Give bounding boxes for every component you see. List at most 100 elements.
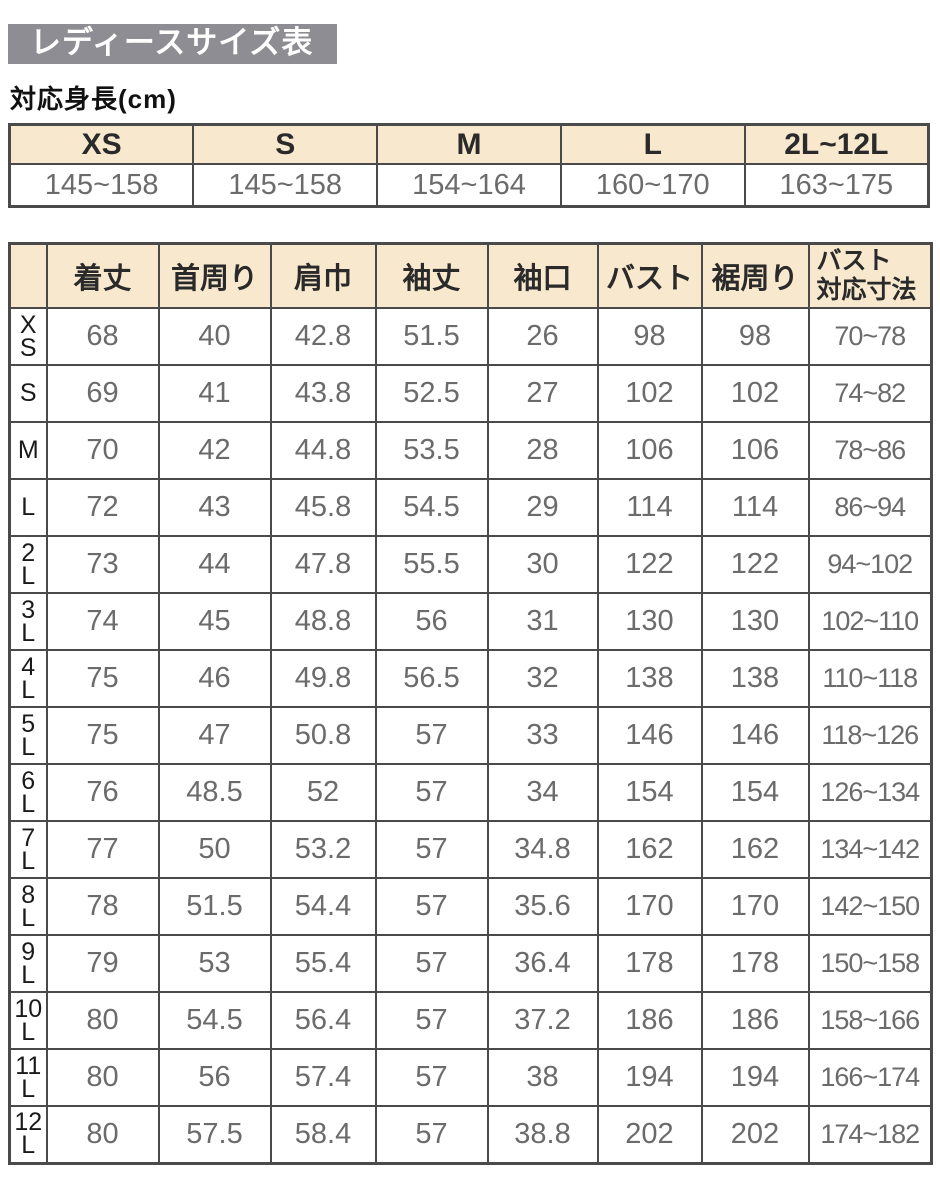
measurements-table: 着丈 首周り 肩巾 袖丈 袖口 バスト 裾周り バスト 対応寸法 X S 68 40 42.8 51.5 2… [8,242,933,1165]
table-row: 7 L 77 50 53.2 57 34.8 162 162 134~142 [8,820,933,879]
size-label-line: 2 [21,538,36,567]
measurement-cell: 28 [486,421,599,480]
size-label-line: L [21,903,36,932]
size-label-line: 5 [21,709,36,738]
measurement-cell: 33 [486,706,599,765]
measurement-cell: 34.8 [486,820,599,879]
measurement-cell: 56.4 [269,991,377,1050]
size-label-line: L [21,789,36,818]
size-label-line: L [21,846,36,875]
measurement-col-header: 裾周り [700,242,810,309]
measurement-cell: 56 [157,1048,272,1107]
header-line: 対応寸法 [816,276,917,304]
measurement-cell: 32 [486,649,599,708]
measurement-cell: 150~158 [807,934,933,993]
measurement-cell: 186 [596,991,703,1050]
row-size-label: 11 L [8,1048,48,1107]
measurement-cell: 46 [157,649,272,708]
measurement-cell: 122 [596,535,703,594]
measurement-cell: 38 [486,1048,599,1107]
measurement-cell: 50.8 [269,706,377,765]
measurement-cell: 56 [374,592,489,651]
page-title: レディースサイズ表 [8,24,338,64]
table-row: 10 L 80 54.5 56.4 57 37.2 186 186 158~166 [8,991,933,1050]
measurement-cell: 30 [486,535,599,594]
measurement-cell: 162 [700,820,810,879]
measurement-cell: 43.8 [269,364,377,423]
measurement-cell: 77 [45,820,160,879]
measurement-cell: 202 [596,1105,703,1164]
size-label-line: 11 [15,1051,42,1080]
table-row: 12 L 80 57.5 58.4 57 38.8 202 202 174~182 [8,1105,933,1164]
measurement-cell: 146 [700,706,810,765]
measurement-cell: 194 [596,1048,703,1107]
height-col-header: 2L~12L [743,123,930,165]
measurement-col-header: 首周り [157,242,272,309]
size-label-line: L [21,732,36,761]
measurement-cell: 98 [596,307,703,366]
measurement-cell: 98 [700,307,810,366]
measurement-cell: 55.5 [374,535,489,594]
measurement-cell: 38.8 [486,1105,599,1164]
measurement-cell: 51.5 [374,307,489,366]
measurement-col-header: 着丈 [45,242,160,309]
measurement-cell: 114 [596,478,703,537]
size-label-line: L [21,493,36,521]
measurement-cell: 79 [45,934,160,993]
size-label-line: 4 [21,652,36,681]
measurement-cell: 102 [700,364,810,423]
measurement-cell: 49.8 [269,649,377,708]
measurement-cell: 174~182 [807,1105,933,1164]
measurement-cell: 170 [596,877,703,936]
measurement-cell: 57.4 [269,1048,377,1107]
measurement-cell: 110~118 [807,649,933,708]
measurement-cell: 94~102 [807,535,933,594]
measurement-cell: 142~150 [807,877,933,936]
measurement-cell: 53.5 [374,421,489,480]
measurement-cell: 55.4 [269,934,377,993]
height-col-header: S [192,123,379,165]
measurement-cell: 68 [45,307,160,366]
table-row: 2 L 73 44 47.8 55.5 30 122 122 94~102 [8,535,933,594]
measurement-col-header-bust-range: バスト 対応寸法 [807,242,933,309]
height-table-heading: 対応身長(cm) [10,84,177,114]
table-row: 4 L 75 46 49.8 56.5 32 138 138 110~118 [8,649,933,708]
size-label-line: L [21,960,36,989]
measurement-cell: 106 [596,421,703,480]
measurement-cell: 57 [374,1048,489,1107]
measurement-cell: 37.2 [486,991,599,1050]
measurement-cell: 57 [374,820,489,879]
measurement-cell: 31 [486,592,599,651]
measurement-cell: 44 [157,535,272,594]
size-label-line: L [21,618,36,647]
header-line: バスト [816,246,892,275]
height-col-header: L [559,123,746,165]
measurement-cell: 80 [45,1048,160,1107]
height-col-header: M [376,123,562,165]
size-label-line: L [21,1017,36,1046]
row-size-label: S [8,364,48,423]
measurement-cell: 56.5 [374,649,489,708]
height-value-cell: 154~164 [376,163,562,208]
measurement-cell: 75 [45,706,160,765]
measurement-cell: 27 [486,364,599,423]
table-row: 6 L 76 48.5 52 57 34 154 154 126~134 [8,763,933,822]
measurement-cell: 44.8 [269,421,377,480]
size-label-line: S [19,333,37,362]
measurement-col-header: 袖丈 [374,242,489,309]
measurement-cell: 114 [700,478,810,537]
measurement-cell: 69 [45,364,160,423]
measurement-cell: 54.4 [269,877,377,936]
size-label-line: 9 [21,937,36,966]
measurement-cell: 74 [45,592,160,651]
measurement-cell: 106 [700,421,810,480]
height-range-table: XS S M L 2L~12L 145~158 145~158 154~164 160~170… [8,123,930,208]
measurement-cell: 53.2 [269,820,377,879]
size-label-line: 3 [21,595,36,624]
table-row: X S 68 40 42.8 51.5 26 98 98 70~78 [8,307,933,366]
height-value-cell: 145~158 [192,163,379,208]
measurement-cell: 57.5 [157,1105,272,1164]
